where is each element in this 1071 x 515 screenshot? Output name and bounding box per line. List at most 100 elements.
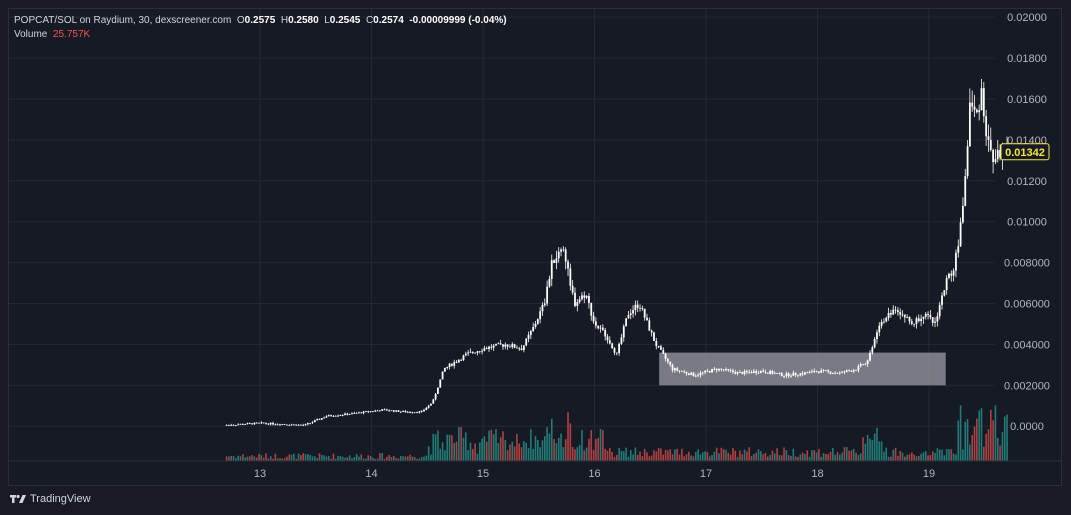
volume-bar xyxy=(332,453,335,461)
volume-bar xyxy=(736,456,739,461)
chart-panel[interactable]: 0.0000 0.002000 0.004000 0.006000 0.008000 0.… xyxy=(8,8,1063,487)
volume-bar xyxy=(962,449,964,461)
volume-bar xyxy=(585,447,588,461)
chart-legend: POPCAT/SOL on Raydium, 30, dexscreener.c… xyxy=(14,14,507,42)
candle-body xyxy=(910,321,913,324)
candle-body xyxy=(362,411,365,414)
candle-body xyxy=(641,308,644,310)
volume-bar xyxy=(293,453,295,461)
volume-bar xyxy=(255,457,258,461)
volume-bar xyxy=(894,447,897,461)
candle-body xyxy=(864,363,867,365)
high-value: 0.2580 xyxy=(288,15,319,26)
candle-body xyxy=(903,314,906,318)
candle-body xyxy=(948,273,950,278)
volume-label: Volume xyxy=(14,29,48,40)
candle-body xyxy=(337,415,339,417)
volume-bar xyxy=(625,447,627,461)
volume-bar xyxy=(348,455,351,461)
volume-bar xyxy=(269,456,272,461)
volume-bar xyxy=(999,445,1001,461)
volume-bar xyxy=(878,441,881,461)
candle-body xyxy=(917,318,920,322)
volume-bar xyxy=(841,452,843,461)
candle-body xyxy=(757,372,760,374)
candle-body xyxy=(820,370,823,373)
candle-body xyxy=(852,370,855,372)
candle-body xyxy=(246,423,249,425)
volume-bar xyxy=(797,456,799,461)
volume-bar xyxy=(606,450,609,461)
candle-body xyxy=(715,368,718,371)
volume-bar xyxy=(504,439,507,461)
candle-body xyxy=(873,339,876,348)
volume-bar xyxy=(495,429,497,461)
price-axis[interactable]: 0.0000 0.002000 0.004000 0.006000 0.008000 0.… xyxy=(1004,12,1050,433)
candle-body xyxy=(929,315,932,318)
volume-bar xyxy=(242,454,244,461)
volume-bar xyxy=(423,456,425,461)
candle-body xyxy=(801,373,804,375)
volume-bar xyxy=(639,451,641,461)
volume-bar xyxy=(748,447,751,461)
candle-body xyxy=(418,411,421,413)
candle-body xyxy=(736,371,739,374)
time-axis[interactable]: 13 14 15 16 17 18 19 xyxy=(254,468,935,480)
volume-bar xyxy=(938,449,941,461)
change-value: -0.00009999 (-0.04%) xyxy=(409,15,507,26)
candle-body xyxy=(332,416,335,417)
candle-body xyxy=(272,422,274,425)
candle-body xyxy=(574,292,576,306)
candle-body xyxy=(365,411,367,413)
volume-bar xyxy=(855,452,857,461)
volume-bar xyxy=(279,458,281,461)
candle-body xyxy=(945,277,948,291)
candle-body xyxy=(994,159,997,163)
volume-bar xyxy=(300,455,302,461)
volume-bar xyxy=(996,437,999,461)
candle-body xyxy=(943,290,946,296)
candle-body xyxy=(555,258,558,263)
volume-bar xyxy=(701,452,704,461)
candle-body xyxy=(685,371,688,374)
tradingview-brand[interactable]: TradingView xyxy=(10,493,91,505)
candle-body xyxy=(320,418,323,420)
candle-body xyxy=(996,149,999,160)
candle-body xyxy=(701,372,704,374)
volume-bar xyxy=(834,454,836,461)
volume-bar xyxy=(383,458,386,461)
price-chart[interactable]: 0.0000 0.002000 0.004000 0.006000 0.008000 0.… xyxy=(9,9,1063,487)
volume-bar xyxy=(525,442,528,461)
candle-body xyxy=(411,412,414,414)
candle-body xyxy=(344,413,346,415)
volume-bar xyxy=(458,426,460,461)
candle-body xyxy=(869,352,871,361)
volume-bar xyxy=(597,437,600,461)
volume-bar xyxy=(992,420,994,461)
candle-body xyxy=(527,334,530,339)
volume-bar xyxy=(653,450,655,461)
candle-body xyxy=(650,330,653,333)
volume-bar xyxy=(290,454,293,461)
candle-body xyxy=(799,373,802,376)
candle-body xyxy=(532,327,535,332)
candle-body xyxy=(989,139,992,150)
candle-body xyxy=(283,424,286,425)
candle-body xyxy=(516,347,518,349)
volume-bar xyxy=(576,447,579,461)
last-price-tag-bg xyxy=(1000,143,1050,161)
volume-bar xyxy=(288,454,291,461)
volume-bar xyxy=(924,451,927,461)
candle-body xyxy=(237,424,240,426)
candle-body xyxy=(513,344,516,348)
volume-bar xyxy=(820,456,823,461)
volume-bar xyxy=(787,455,790,461)
volume-bar xyxy=(567,412,569,461)
candle-body xyxy=(599,327,602,329)
candle-body xyxy=(680,370,683,372)
candle-body xyxy=(841,371,844,373)
candle-body xyxy=(973,106,976,110)
volume-bar xyxy=(541,440,544,461)
volume-bar xyxy=(845,447,848,461)
candle-body xyxy=(611,343,614,349)
